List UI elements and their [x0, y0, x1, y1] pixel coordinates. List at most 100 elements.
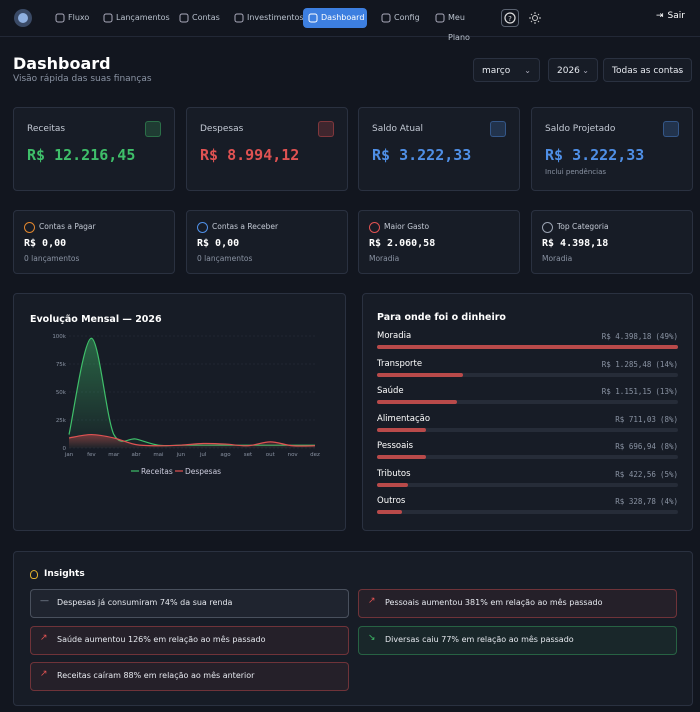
summary-note: Moradia	[542, 254, 573, 263]
x-tick-label: mai	[153, 452, 164, 458]
percent: (5%)	[659, 469, 678, 479]
summary-value: R$ 4.398,18	[542, 238, 609, 249]
y-tick-label: 50k	[56, 390, 67, 396]
category-name: Pessoais	[377, 441, 414, 451]
insight-text: Despesas já consumiram 74% da sua renda	[57, 598, 233, 607]
amount: R$ 1.285,48	[601, 359, 652, 369]
stat-icon	[145, 121, 161, 137]
svg-text:?: ?	[508, 15, 512, 23]
percent: (14%)	[655, 359, 678, 369]
category-name: Tributos	[377, 468, 411, 479]
summary-label: Top Categoria	[557, 222, 609, 231]
nav-icon	[55, 13, 65, 23]
percent: (8%)	[659, 414, 678, 424]
summary-icon	[197, 222, 208, 233]
nav-icon	[435, 13, 445, 23]
nav-icon	[234, 13, 244, 23]
bar-track	[377, 372, 678, 377]
nav-bar: ? ⇥ Sair Fluxo Lançamentos Contas Investimen…	[0, 0, 700, 42]
logout-button[interactable]: ⇥ Sair	[656, 11, 685, 21]
nav-item[interactable]: Meu Plano	[430, 8, 483, 42]
x-tick-label: jul	[199, 452, 207, 458]
chevron: ⌄	[676, 66, 683, 75]
bar-track	[377, 510, 678, 514]
stat-value: R$ 3.222,33	[545, 146, 645, 164]
nav-label: Lançamentos	[116, 13, 170, 22]
insight-text: Pessoais aumentou 381% em relação ao mês…	[385, 598, 603, 607]
filter-select[interactable]: Todas as contas ⌄	[603, 58, 692, 82]
insight: ↗ Pessoais aumentou 381% em relação ao mê…	[358, 589, 677, 618]
stat-icon	[663, 121, 679, 137]
filter-select[interactable]: 2026 ⌄	[548, 58, 598, 82]
logout-icon: ⇥	[656, 11, 664, 21]
category-amount: R$ 696,94 (8%)	[615, 442, 678, 451]
filter-select[interactable]: março ⌄	[473, 58, 540, 82]
category-name: Transporte	[377, 358, 423, 369]
percent: (13%)	[655, 387, 678, 396]
y-tick-label: 75k	[56, 362, 67, 368]
help-icon: ?	[504, 12, 516, 24]
nav-label: Dashboard	[321, 13, 365, 22]
insight: — Despesas já consumiram 74% da sua renda	[30, 589, 349, 618]
nav-icon	[179, 13, 189, 23]
nav-item[interactable]: Investimentos	[229, 8, 304, 28]
stat-note: Inclui pendências	[545, 168, 607, 176]
summary-icon	[369, 222, 380, 233]
insight: ↘ Diversas caiu 77% em relação ao mês pas…	[358, 625, 677, 655]
nav-label: Config	[394, 13, 420, 22]
stat-value: R$ 8.994,12	[200, 146, 300, 164]
stat-label: Receitas	[27, 124, 66, 134]
x-tick-label: fev	[87, 452, 96, 458]
insight-icon: ↗	[40, 632, 48, 643]
nav-item[interactable]: Lançamentos	[98, 8, 170, 28]
theme-toggle[interactable]	[529, 12, 541, 24]
nav-item[interactable]: Dashboard	[303, 8, 367, 28]
summary-icon	[542, 222, 553, 233]
bar-track	[377, 455, 678, 459]
nav-item[interactable]: Fluxo	[50, 8, 89, 28]
legend-label: Receitas	[141, 467, 173, 476]
summary-note: 0 lançamentos	[197, 254, 253, 263]
page-title: Dashboard	[13, 54, 111, 73]
amount: R$ 1.151,15	[601, 387, 652, 396]
bar	[377, 427, 427, 432]
chevron: ⌄	[524, 66, 531, 75]
summary-note: Moradia	[369, 254, 400, 263]
bar	[377, 455, 427, 459]
summary-note: 0 lançamentos	[24, 254, 80, 263]
nav-label: Meu Plano	[448, 13, 470, 42]
filter-label: março	[482, 66, 511, 76]
insights-icon	[30, 570, 38, 579]
insight-icon: —	[40, 596, 49, 606]
insight-icon: ↘	[368, 632, 376, 643]
nav-icon	[308, 13, 318, 23]
y-tick-label: 25k	[56, 418, 67, 424]
stat-card: Receitas R$ 12.216,45	[13, 107, 175, 191]
help-button[interactable]: ?	[501, 9, 519, 27]
amount: R$ 4.398,18	[601, 332, 652, 341]
nav-label: Contas	[192, 13, 220, 22]
nav-icon-shape	[308, 13, 318, 23]
filter-label: Todas as contas	[612, 66, 684, 76]
logout-label: Sair	[667, 11, 685, 21]
summary-label: Maior Gasto	[384, 222, 430, 231]
summary-label: Contas a Receber	[212, 222, 279, 231]
summary-card: Maior Gasto R$ 2.060,58 Moradia	[358, 210, 520, 274]
stat-icon	[490, 121, 506, 137]
stat-label: Saldo Atual	[372, 124, 424, 134]
nav-item[interactable]: Config	[376, 8, 420, 28]
series-area	[69, 434, 315, 448]
insight: ↗ Saúde aumentou 126% em relação ao mês p…	[30, 625, 349, 655]
bar	[377, 345, 678, 349]
x-tick-label: mar	[108, 452, 120, 458]
x-tick-label: nov	[288, 452, 299, 458]
nav-icon	[103, 13, 113, 23]
stat-label: Despesas	[200, 124, 244, 134]
stat-card: Saldo Projetado R$ 3.222,33 Inclui pendênc…	[531, 107, 693, 191]
stat-icon	[318, 121, 334, 137]
category-amount: R$ 711,03 (8%)	[615, 415, 678, 424]
breakdown-panel: Para onde foi o dinheiro Moradia R$ 4.398,…	[362, 293, 693, 531]
x-tick-label: set	[244, 452, 253, 458]
insights-title: Insights	[44, 569, 85, 579]
nav-item[interactable]: Contas	[174, 8, 220, 28]
